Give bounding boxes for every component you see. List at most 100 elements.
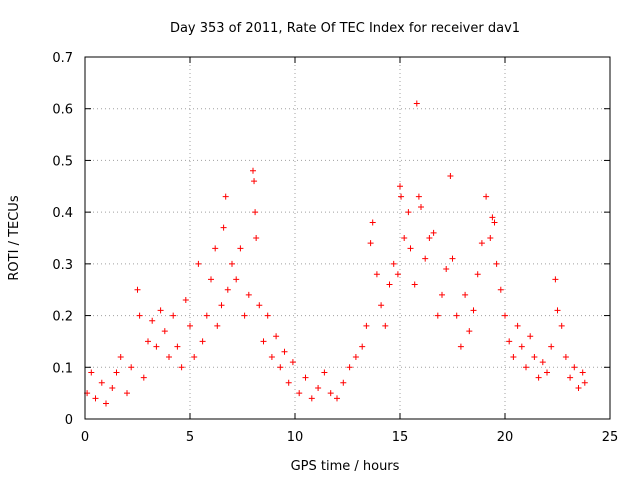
data-point (474, 271, 481, 278)
data-point (289, 359, 296, 366)
data-point (418, 203, 424, 210)
data-point (567, 374, 574, 381)
data-point (103, 400, 109, 407)
data-point (277, 364, 284, 371)
data-point (453, 312, 460, 319)
x-tick-label: 20 (497, 430, 514, 445)
data-point (212, 245, 219, 252)
data-point (386, 281, 393, 288)
data-point (531, 353, 538, 360)
data-point (170, 312, 177, 319)
data-point (124, 390, 130, 397)
y-tick-label: 0.6 (52, 103, 73, 118)
data-point (510, 353, 517, 360)
data-point (113, 369, 120, 376)
data-point (382, 322, 389, 329)
data-point (470, 307, 477, 314)
data-point (378, 302, 385, 309)
data-point (411, 281, 418, 288)
data-point (218, 302, 225, 309)
data-point (220, 224, 227, 231)
data-point (447, 172, 454, 179)
data-point (497, 286, 504, 293)
x-tick-label: 10 (287, 430, 304, 445)
data-point (208, 276, 214, 283)
data-point (237, 245, 244, 252)
data-point (487, 235, 494, 241)
data-point (92, 395, 99, 402)
data-point (166, 353, 172, 360)
data-point (187, 322, 193, 329)
data-point (245, 291, 252, 298)
y-axis-label: ROTI / TECUs (7, 195, 22, 280)
data-point (109, 384, 116, 391)
data-point (117, 353, 124, 360)
data-point (296, 390, 303, 397)
data-point (256, 302, 263, 309)
data-point (394, 271, 401, 278)
data-point (401, 235, 408, 241)
data-point (523, 364, 529, 371)
data-point (489, 214, 496, 221)
data-point (233, 276, 240, 283)
data-point (575, 384, 582, 391)
data-point (439, 291, 445, 298)
data-point (548, 343, 555, 350)
chart-title: Day 353 of 2011, Rate Of TEC Index for r… (170, 21, 520, 36)
data-point (145, 338, 151, 345)
y-tick-label: 0.5 (52, 154, 73, 169)
data-point (250, 167, 256, 174)
data-point (241, 312, 248, 319)
data-point (430, 229, 437, 236)
data-point (352, 353, 359, 360)
data-point (195, 260, 202, 267)
x-tick-label: 0 (81, 430, 89, 445)
data-point (579, 369, 586, 376)
data-point (407, 245, 414, 252)
data-point (308, 395, 315, 402)
data-point (285, 379, 292, 386)
data-point (527, 333, 534, 340)
data-point (413, 100, 420, 107)
data-point (502, 312, 508, 319)
data-points (84, 100, 588, 407)
y-tick-label: 0.3 (52, 258, 73, 273)
data-point (544, 369, 550, 376)
data-point (203, 312, 210, 319)
y-tick-label: 0.1 (52, 361, 73, 376)
data-point (273, 333, 280, 340)
data-point (136, 312, 143, 319)
data-point (302, 374, 309, 381)
grid (85, 57, 610, 419)
data-point (443, 266, 450, 273)
data-point (558, 322, 565, 329)
data-point (315, 384, 322, 391)
data-point (340, 379, 347, 386)
data-point (229, 260, 235, 267)
data-point (327, 390, 334, 397)
data-point (535, 374, 542, 381)
data-point (153, 343, 160, 350)
data-point (178, 364, 185, 371)
data-point (478, 240, 485, 247)
data-point (149, 317, 156, 324)
y-tick-label: 0 (65, 413, 73, 428)
data-point (98, 379, 105, 386)
data-point (281, 348, 288, 355)
data-point (367, 240, 374, 247)
data-point (483, 193, 490, 200)
data-point (222, 193, 229, 200)
data-point (334, 395, 340, 402)
x-tick-label: 5 (186, 430, 194, 445)
data-point (191, 353, 198, 360)
data-point (253, 235, 260, 241)
data-point (426, 235, 433, 241)
data-point (182, 297, 189, 304)
data-point (264, 312, 271, 319)
data-point (199, 338, 206, 345)
data-point (390, 260, 397, 267)
y-tick-label: 0.2 (52, 310, 73, 325)
data-point (134, 286, 141, 293)
y-tick-label: 0.7 (52, 51, 73, 66)
